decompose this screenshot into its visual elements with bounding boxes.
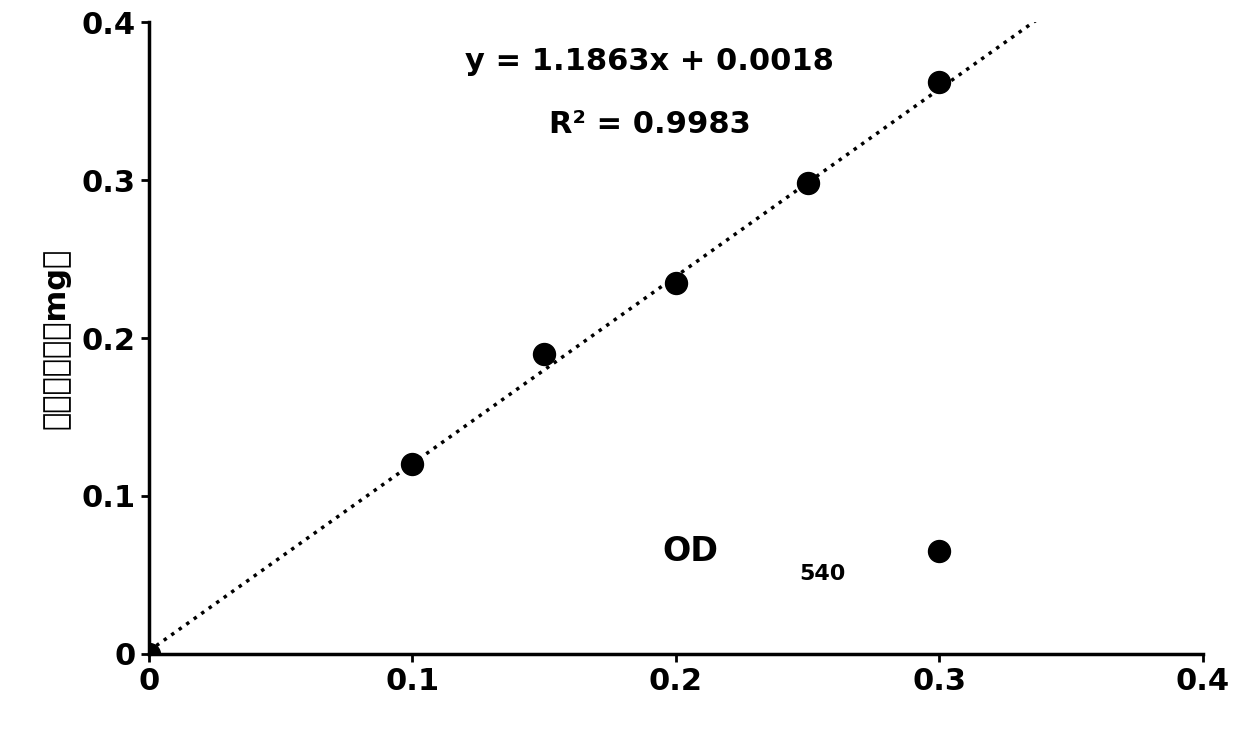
Text: y = 1.1863x + 0.0018: y = 1.1863x + 0.0018 [465,48,833,77]
Point [666,277,686,289]
Point [930,545,950,557]
Point [534,348,554,360]
Text: 540: 540 [800,564,846,584]
Text: R² = 0.9983: R² = 0.9983 [548,111,750,140]
Point [139,648,159,660]
Point [402,458,422,470]
Point [797,178,817,189]
Y-axis label: 蛋白质含量（mg）: 蛋白质含量（mg） [41,247,71,429]
Text: OD: OD [662,535,719,568]
Point [930,77,950,88]
